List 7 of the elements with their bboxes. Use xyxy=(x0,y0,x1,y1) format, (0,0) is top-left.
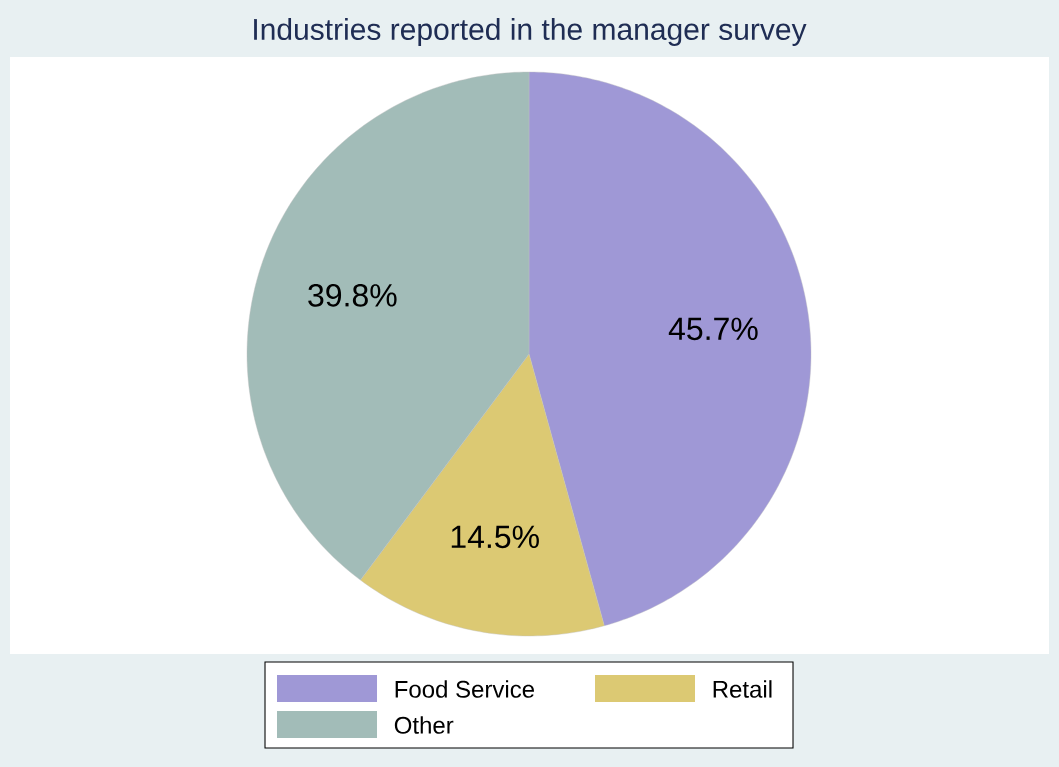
data-label: 39.8% xyxy=(308,284,397,307)
data-label: 14.5% xyxy=(451,525,539,549)
legend-label: Retail xyxy=(713,680,772,698)
data-label: 45.7% xyxy=(668,317,758,341)
legend-label: Food Service xyxy=(395,680,535,698)
chart-title: Industries reported in the manager survey xyxy=(254,18,807,46)
legend-label: Other xyxy=(394,716,454,734)
